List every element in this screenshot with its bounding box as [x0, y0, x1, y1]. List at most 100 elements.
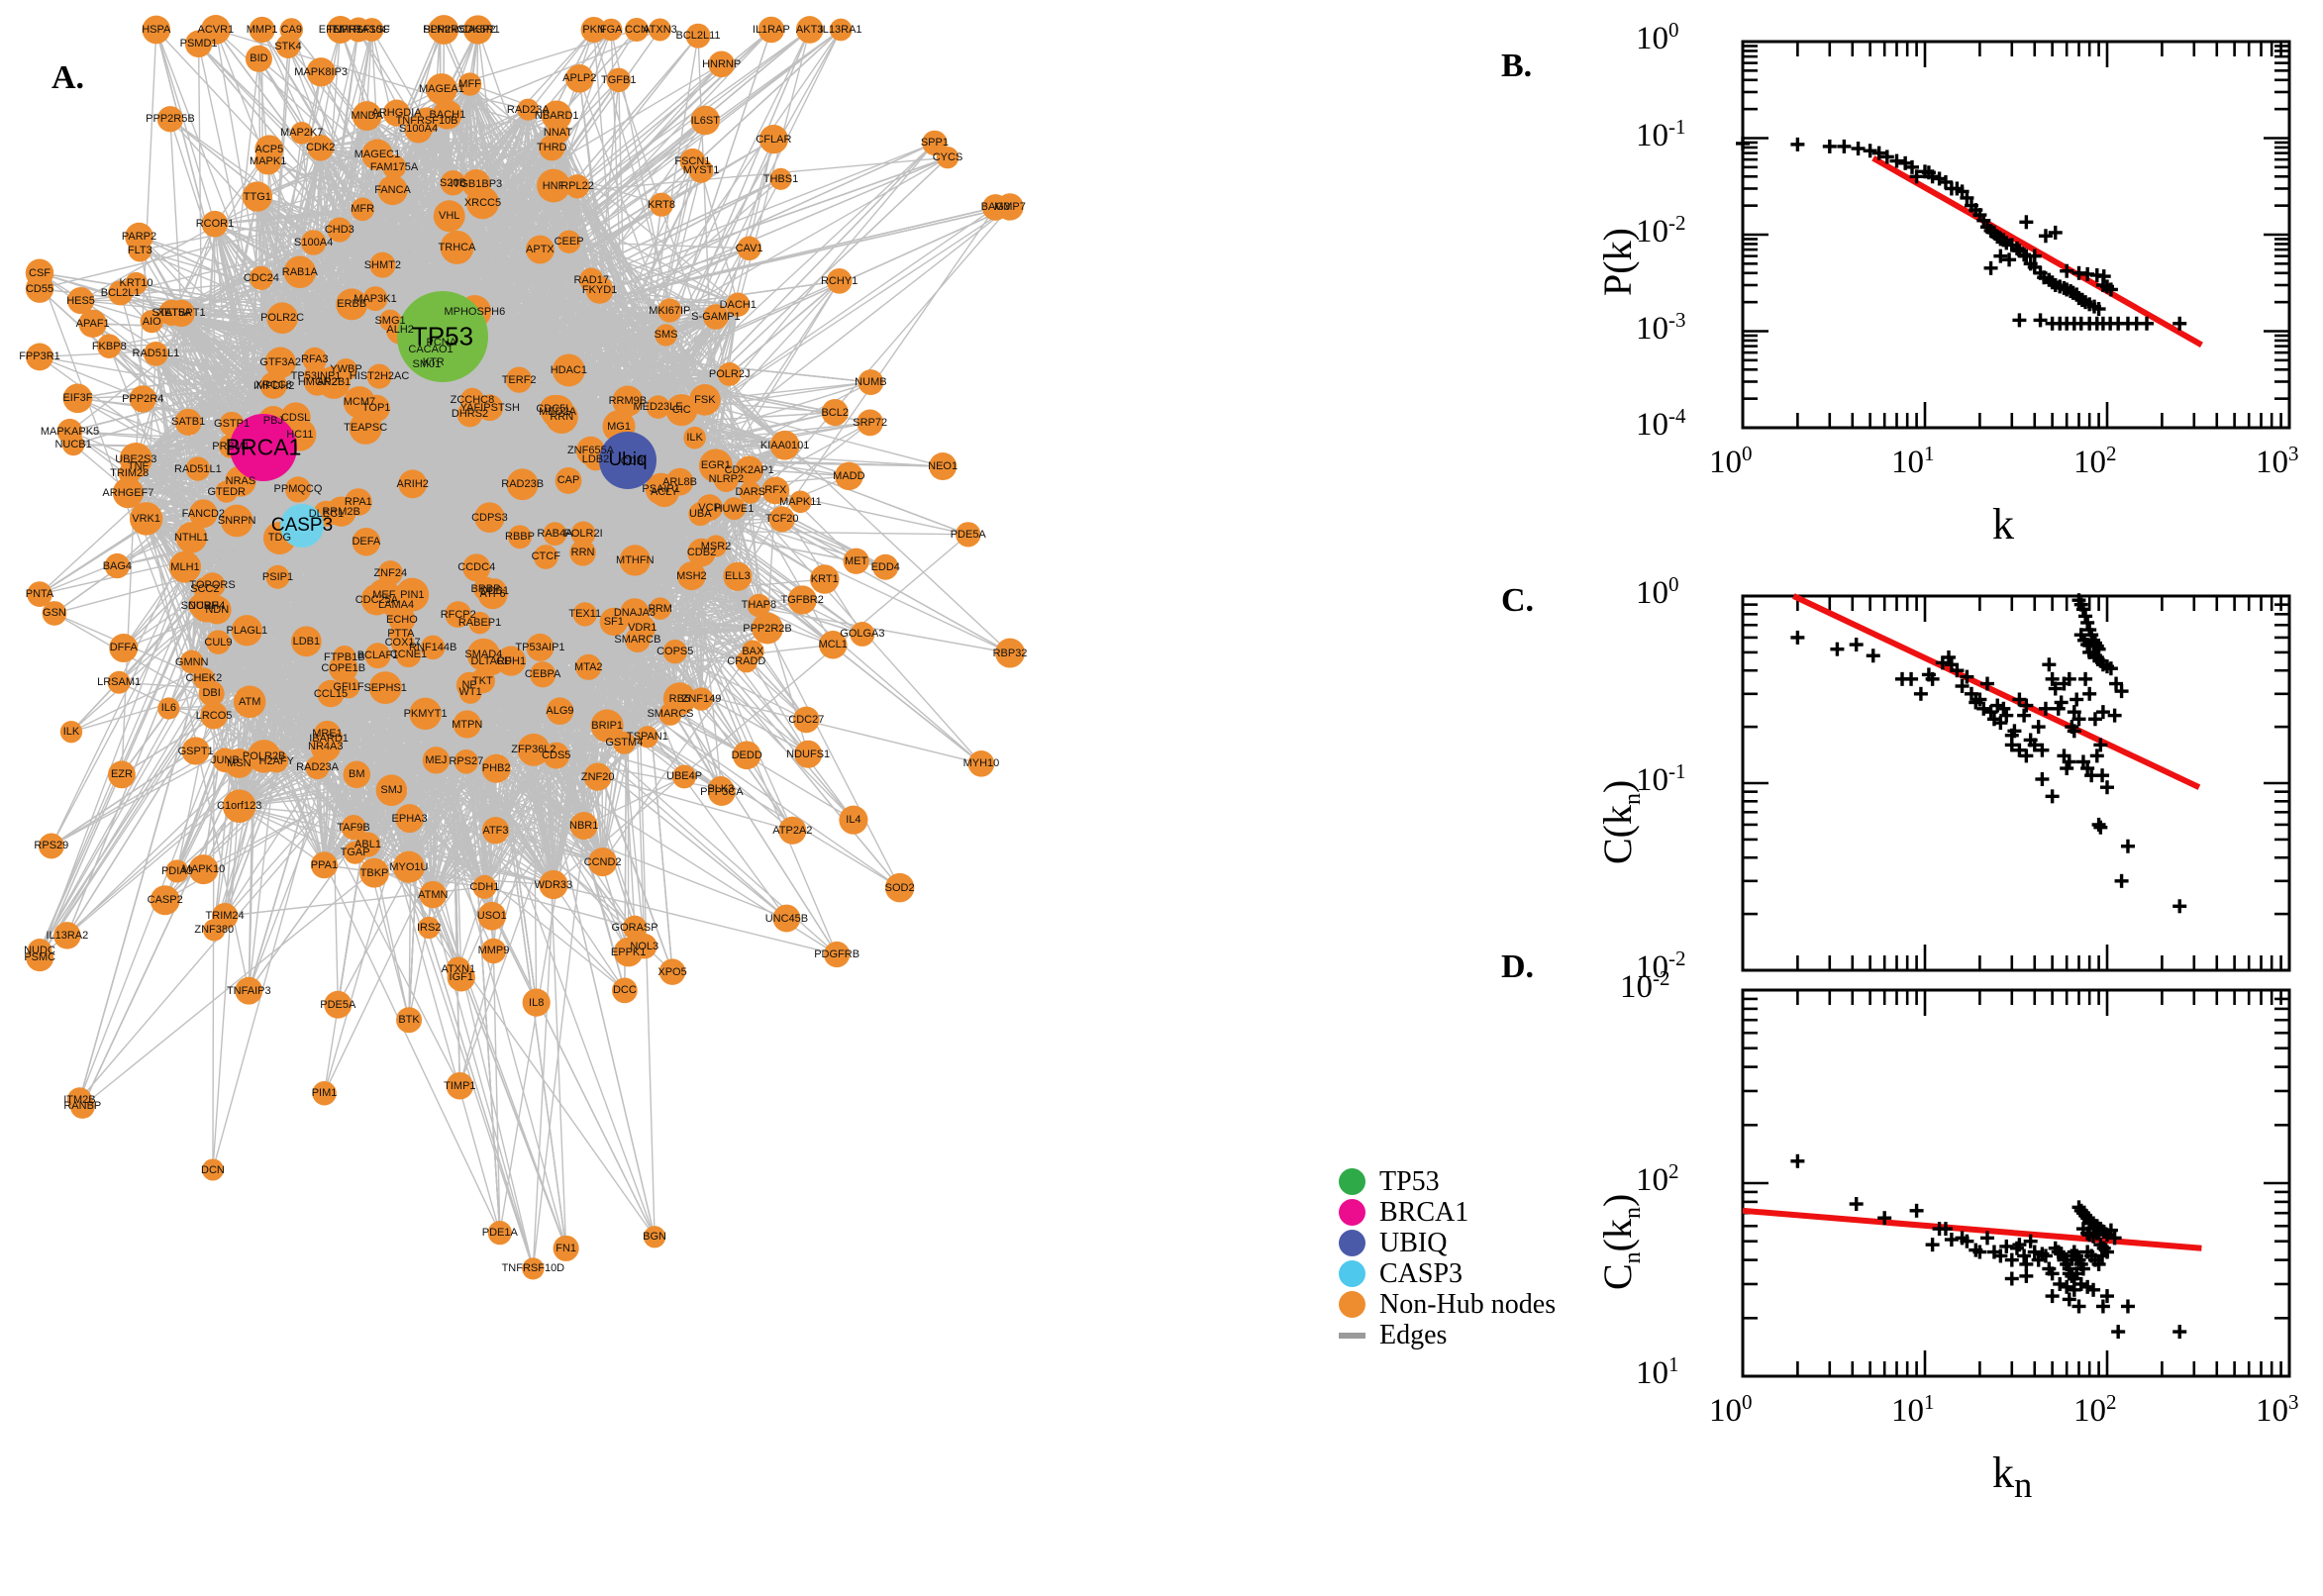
network-node[interactable]	[38, 833, 64, 859]
network-node[interactable]	[231, 615, 262, 647]
network-node[interactable]	[658, 958, 686, 985]
network-node[interactable]	[703, 304, 729, 330]
network-node[interactable]	[97, 334, 122, 358]
network-node[interactable]	[752, 612, 783, 645]
network-node[interactable]	[643, 1226, 666, 1248]
network-node[interactable]	[569, 812, 598, 841]
network-node[interactable]	[174, 408, 202, 436]
network-node[interactable]	[185, 456, 211, 481]
network-node[interactable]	[708, 50, 735, 78]
network-node[interactable]	[564, 174, 590, 199]
network-node[interactable]	[396, 1007, 423, 1034]
network-node[interactable]	[819, 631, 848, 659]
network-node[interactable]	[284, 476, 312, 503]
network-node[interactable]	[279, 18, 304, 42]
network-node[interactable]	[739, 481, 762, 504]
network-node[interactable]	[235, 976, 263, 1005]
network-node[interactable]	[599, 18, 623, 42]
network-node[interactable]	[810, 564, 840, 594]
network-node[interactable]	[326, 16, 354, 44]
network-node[interactable]	[981, 194, 1009, 221]
network-node[interactable]	[612, 385, 644, 417]
network-node[interactable]	[539, 869, 568, 900]
network-node[interactable]	[687, 538, 716, 567]
network-node[interactable]	[768, 506, 795, 533]
network-node[interactable]	[27, 581, 52, 607]
network-node[interactable]	[665, 394, 698, 427]
network-node[interactable]	[543, 522, 567, 547]
network-node[interactable]	[580, 16, 607, 44]
network-node[interactable]	[192, 667, 216, 690]
network-node[interactable]	[480, 938, 507, 964]
network-node[interactable]	[787, 585, 817, 615]
network-node[interactable]	[445, 601, 472, 628]
network-node[interactable]	[368, 671, 402, 705]
network-node[interactable]	[590, 709, 624, 743]
hub-node-casp3[interactable]	[280, 504, 324, 548]
network-node[interactable]	[112, 477, 145, 509]
hub-node-ubiq[interactable]	[599, 432, 656, 489]
network-node[interactable]	[824, 941, 851, 968]
network-node[interactable]	[685, 23, 711, 49]
network-node[interactable]	[689, 687, 714, 711]
network-node[interactable]	[772, 904, 801, 933]
network-node[interactable]	[676, 561, 706, 591]
network-node[interactable]	[413, 107, 441, 134]
network-node[interactable]	[109, 633, 139, 662]
network-node[interactable]	[324, 990, 353, 1019]
network-node[interactable]	[649, 192, 674, 217]
network-node[interactable]	[312, 1080, 337, 1106]
network-node[interactable]	[61, 433, 85, 456]
network-node[interactable]	[78, 309, 107, 338]
network-node[interactable]	[125, 222, 153, 251]
network-node[interactable]	[140, 309, 163, 334]
network-node[interactable]	[662, 682, 696, 716]
network-node[interactable]	[189, 499, 218, 529]
network-node[interactable]	[843, 548, 869, 574]
network-node[interactable]	[359, 18, 384, 42]
network-node[interactable]	[556, 230, 581, 253]
network-node[interactable]	[314, 720, 342, 748]
network-node[interactable]	[310, 851, 339, 879]
network-node[interactable]	[337, 675, 360, 699]
network-node[interactable]	[679, 148, 706, 174]
network-node[interactable]	[426, 73, 457, 105]
network-node[interactable]	[382, 99, 411, 127]
network-node[interactable]	[200, 701, 228, 730]
network-node[interactable]	[222, 789, 256, 824]
network-node[interactable]	[242, 181, 273, 212]
network-node[interactable]	[351, 197, 374, 222]
network-node[interactable]	[572, 602, 597, 627]
network-node[interactable]	[344, 841, 367, 864]
network-node[interactable]	[428, 17, 453, 43]
network-node[interactable]	[620, 598, 650, 629]
network-node[interactable]	[392, 850, 425, 883]
network-node[interactable]	[156, 106, 184, 133]
network-node[interactable]	[829, 18, 853, 42]
network-node[interactable]	[553, 1235, 579, 1261]
network-node[interactable]	[108, 280, 134, 306]
network-node[interactable]	[529, 661, 556, 688]
network-node[interactable]	[487, 1221, 512, 1246]
network-node[interactable]	[533, 545, 558, 569]
network-node[interactable]	[302, 347, 328, 372]
network-node[interactable]	[541, 394, 574, 429]
network-node[interactable]	[758, 124, 789, 154]
network-node[interactable]	[362, 394, 390, 423]
network-node[interactable]	[835, 461, 863, 491]
network-node[interactable]	[995, 638, 1025, 668]
network-node[interactable]	[398, 469, 428, 499]
network-node[interactable]	[352, 528, 381, 556]
network-node[interactable]	[466, 638, 500, 671]
network-node[interactable]	[539, 135, 565, 161]
network-node[interactable]	[481, 817, 510, 845]
network-node[interactable]	[758, 16, 785, 44]
network-node[interactable]	[690, 105, 721, 136]
network-node[interactable]	[454, 748, 479, 774]
network-node[interactable]	[967, 750, 995, 777]
network-node[interactable]	[264, 347, 296, 379]
network-node[interactable]	[157, 697, 180, 720]
network-node[interactable]	[306, 57, 336, 87]
network-node[interactable]	[747, 593, 771, 618]
network-node[interactable]	[53, 922, 81, 949]
